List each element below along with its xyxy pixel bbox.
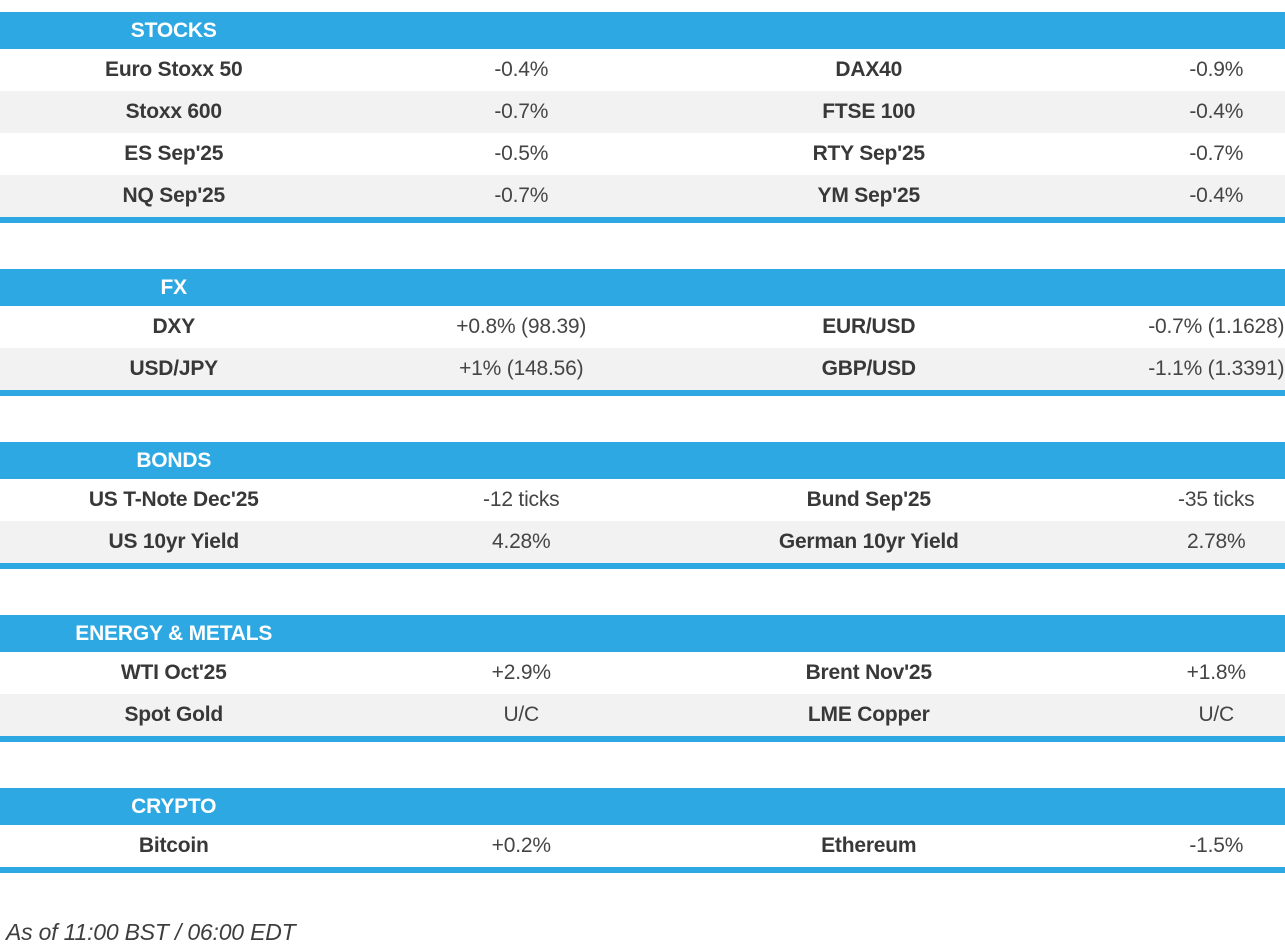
instrument-value: -0.7% (1.1628) — [1043, 315, 1285, 339]
instrument-name: NQ Sep'25 — [0, 184, 348, 208]
instrument-name: Bund Sep'25 — [695, 488, 1043, 512]
table-row: ES Sep'25 -0.5% RTY Sep'25 -0.7% — [0, 133, 1285, 175]
section-underline — [0, 736, 1285, 742]
instrument-name: LME Copper — [695, 703, 1043, 727]
instrument-value: 4.28% — [348, 530, 696, 554]
instrument-name: DXY — [0, 315, 348, 339]
instrument-value: -35 ticks — [1043, 488, 1285, 512]
instrument-value: -0.7% — [348, 184, 696, 208]
section-crypto: CRYPTO Bitcoin +0.2% Ethereum -1.5% — [0, 788, 1285, 873]
instrument-name: EUR/USD — [695, 315, 1043, 339]
table-row: Stoxx 600 -0.7% FTSE 100 -0.4% — [0, 91, 1285, 133]
table-row: Bitcoin +0.2% Ethereum -1.5% — [0, 825, 1285, 867]
instrument-value: -0.4% — [1043, 100, 1285, 124]
section-title: ENERGY & METALS — [0, 622, 348, 646]
section-header-crypto: CRYPTO — [0, 788, 1285, 825]
table-row: US 10yr Yield 4.28% German 10yr Yield 2.… — [0, 521, 1285, 563]
instrument-name: GBP/USD — [695, 357, 1043, 381]
section-title: STOCKS — [0, 19, 348, 43]
table-row: DXY +0.8% (98.39) EUR/USD -0.7% (1.1628) — [0, 306, 1285, 348]
table-row: Euro Stoxx 50 -0.4% DAX40 -0.9% — [0, 49, 1285, 91]
section-underline — [0, 217, 1285, 223]
section-stocks: STOCKS Euro Stoxx 50 -0.4% DAX40 -0.9% S… — [0, 12, 1285, 223]
section-header-stocks: STOCKS — [0, 12, 1285, 49]
instrument-value: -1.5% — [1043, 834, 1285, 858]
section-header-bonds: BONDS — [0, 442, 1285, 479]
instrument-name: Bitcoin — [0, 834, 348, 858]
instrument-name: US T-Note Dec'25 — [0, 488, 348, 512]
section-underline — [0, 563, 1285, 569]
instrument-name: RTY Sep'25 — [695, 142, 1043, 166]
instrument-value: -12 ticks — [348, 488, 696, 512]
instrument-name: DAX40 — [695, 58, 1043, 82]
instrument-name: Stoxx 600 — [0, 100, 348, 124]
instrument-value: +0.8% (98.39) — [348, 315, 696, 339]
instrument-value: -0.5% — [348, 142, 696, 166]
section-title: BONDS — [0, 449, 348, 473]
instrument-name: Spot Gold — [0, 703, 348, 727]
instrument-value: -0.7% — [1043, 142, 1285, 166]
instrument-value: 2.78% — [1043, 530, 1285, 554]
instrument-value: +2.9% — [348, 661, 696, 685]
table-row: Spot Gold U/C LME Copper U/C — [0, 694, 1285, 736]
instrument-name: Ethereum — [695, 834, 1043, 858]
instrument-value: -1.1% (1.3391) — [1043, 357, 1285, 381]
section-energy-metals: ENERGY & METALS WTI Oct'25 +2.9% Brent N… — [0, 615, 1285, 742]
section-header-fx: FX — [0, 269, 1285, 306]
instrument-value: -0.4% — [348, 58, 696, 82]
instrument-name: ES Sep'25 — [0, 142, 348, 166]
table-row: US T-Note Dec'25 -12 ticks Bund Sep'25 -… — [0, 479, 1285, 521]
instrument-value: -0.4% — [1043, 184, 1285, 208]
instrument-name: FTSE 100 — [695, 100, 1043, 124]
section-header-energy-metals: ENERGY & METALS — [0, 615, 1285, 652]
instrument-name: YM Sep'25 — [695, 184, 1043, 208]
instrument-name: USD/JPY — [0, 357, 348, 381]
instrument-name: German 10yr Yield — [695, 530, 1043, 554]
instrument-name: Brent Nov'25 — [695, 661, 1043, 685]
instrument-value: +1.8% — [1043, 661, 1285, 685]
table-row: NQ Sep'25 -0.7% YM Sep'25 -0.4% — [0, 175, 1285, 217]
instrument-value: U/C — [348, 703, 696, 727]
table-row: WTI Oct'25 +2.9% Brent Nov'25 +1.8% — [0, 652, 1285, 694]
instrument-value: U/C — [1043, 703, 1285, 727]
section-title: FX — [0, 276, 348, 300]
instrument-value: +0.2% — [348, 834, 696, 858]
instrument-value: +1% (148.56) — [348, 357, 696, 381]
section-underline — [0, 390, 1285, 396]
instrument-value: -0.9% — [1043, 58, 1285, 82]
instrument-name: WTI Oct'25 — [0, 661, 348, 685]
section-underline — [0, 867, 1285, 873]
instrument-value: -0.7% — [348, 100, 696, 124]
instrument-name: Euro Stoxx 50 — [0, 58, 348, 82]
table-row: USD/JPY +1% (148.56) GBP/USD -1.1% (1.33… — [0, 348, 1285, 390]
section-bonds: BONDS US T-Note Dec'25 -12 ticks Bund Se… — [0, 442, 1285, 569]
section-fx: FX DXY +0.8% (98.39) EUR/USD -0.7% (1.16… — [0, 269, 1285, 396]
instrument-name: US 10yr Yield — [0, 530, 348, 554]
section-title: CRYPTO — [0, 795, 348, 819]
